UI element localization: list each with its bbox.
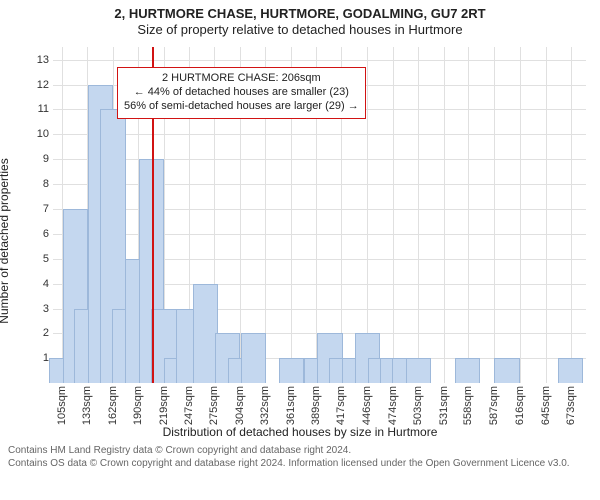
plot-area: 12345678910111213105sqm133sqm162sqm190sq…	[53, 47, 586, 383]
annotation-line: 2 HURTMORE CHASE: 206sqm	[124, 72, 359, 86]
x-tick-label: 219sqm	[158, 386, 170, 425]
histogram-bar	[455, 358, 480, 383]
x-tick-label: 417sqm	[335, 386, 347, 425]
grid-line-v	[418, 47, 419, 383]
y-tick-label: 12	[37, 79, 49, 91]
y-tick-label: 6	[43, 228, 49, 240]
x-tick-label: 133sqm	[81, 386, 93, 425]
annotation-line: 56% of semi-detached houses are larger (…	[124, 100, 359, 114]
x-tick-label: 275sqm	[208, 386, 220, 425]
y-tick-label: 4	[43, 278, 49, 290]
y-tick-label: 9	[43, 153, 49, 165]
grid-line-h	[53, 184, 586, 185]
x-tick-label: 558sqm	[462, 386, 474, 425]
y-tick-label: 13	[37, 54, 49, 66]
y-tick-label: 11	[38, 103, 49, 115]
x-tick-label: 616sqm	[514, 386, 526, 425]
attribution-line2: Contains OS data © Crown copyright and d…	[8, 458, 592, 471]
x-axis-label: Distribution of detached houses by size …	[8, 425, 592, 439]
y-tick-label: 8	[43, 178, 49, 190]
grid-line-h	[53, 209, 586, 210]
annotation-box: 2 HURTMORE CHASE: 206sqm← 44% of detache…	[117, 67, 366, 118]
x-tick-label: 531sqm	[438, 386, 450, 425]
x-tick-label: 304sqm	[234, 386, 246, 425]
x-tick-label: 645sqm	[540, 386, 552, 425]
histogram-bar	[406, 358, 431, 383]
y-tick-label: 7	[43, 203, 49, 215]
x-tick-label: 162sqm	[107, 386, 119, 425]
annotation-line: ← 44% of detached houses are smaller (23…	[124, 86, 359, 100]
chart-title-desc: Size of property relative to detached ho…	[8, 22, 592, 38]
attribution: Contains HM Land Registry data © Crown c…	[8, 441, 592, 470]
x-tick-label: 361sqm	[285, 386, 297, 425]
grid-line-h	[53, 134, 586, 135]
x-tick-label: 587sqm	[488, 386, 500, 425]
grid-line-v	[494, 47, 495, 383]
grid-line-v	[571, 47, 572, 383]
x-tick-label: 446sqm	[361, 386, 373, 425]
y-tick-label: 3	[43, 303, 49, 315]
y-tick-label: 5	[43, 253, 49, 265]
x-tick-label: 503sqm	[412, 386, 424, 425]
grid-line-v	[520, 47, 521, 383]
histogram-bar	[279, 358, 304, 383]
y-tick-label: 2	[43, 327, 49, 339]
y-tick-label: 1	[43, 352, 49, 364]
histogram-bar	[241, 333, 266, 383]
y-axis-label: Number of detached properties	[0, 158, 11, 323]
page-root: 2, HURTMORE CHASE, HURTMORE, GODALMING, …	[0, 0, 600, 500]
x-tick-label: 105sqm	[56, 386, 68, 425]
grid-line-h	[53, 60, 586, 61]
histogram-bar	[558, 358, 583, 383]
x-tick-label: 247sqm	[183, 386, 195, 425]
grid-line-v	[444, 47, 445, 383]
grid-line-v	[546, 47, 547, 383]
chart-area: Number of detached properties 1234567891…	[8, 41, 592, 441]
grid-line-v	[393, 47, 394, 383]
x-tick-label: 190sqm	[132, 386, 144, 425]
chart-title-address: 2, HURTMORE CHASE, HURTMORE, GODALMING, …	[8, 6, 592, 22]
x-tick-label: 673sqm	[565, 386, 577, 425]
grid-line-h	[53, 159, 586, 160]
x-tick-label: 474sqm	[387, 386, 399, 425]
y-tick-label: 10	[37, 128, 49, 140]
grid-line-v	[468, 47, 469, 383]
x-tick-label: 389sqm	[310, 386, 322, 425]
histogram-bar	[494, 358, 519, 383]
attribution-line1: Contains HM Land Registry data © Crown c…	[8, 445, 592, 458]
x-tick-label: 332sqm	[259, 386, 271, 425]
grid-line-h	[53, 234, 586, 235]
